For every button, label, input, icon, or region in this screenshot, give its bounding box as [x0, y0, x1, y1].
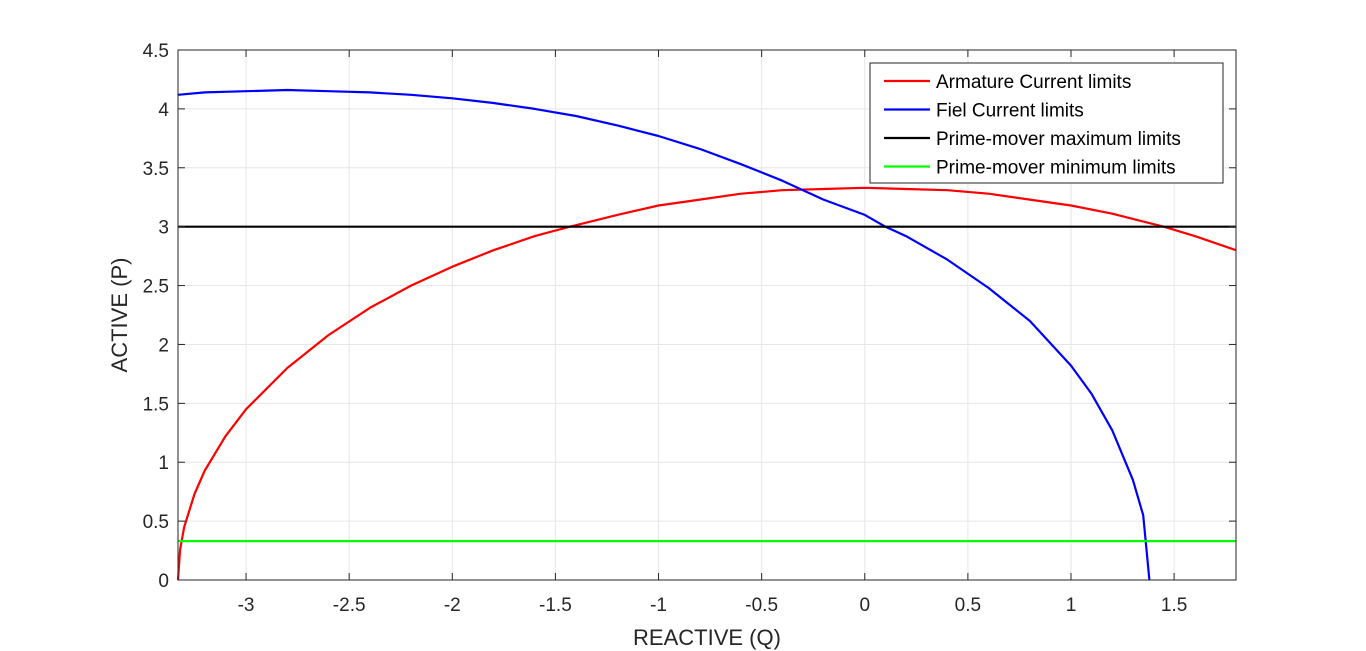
x-axis-title: REACTIVE (Q) [633, 625, 781, 650]
y-axis-title: ACTIVE (P) [107, 258, 132, 373]
legend-label-fiel-current-limits: Fiel Current limits [936, 101, 1084, 122]
y-tick-label: 1.5 [143, 394, 169, 415]
series-line-fiel-current-limits [177, 88, 1151, 581]
x-tick-label: 0 [859, 595, 870, 616]
legend-label-prime-mover-minimum-limits: Prime-mover minimum limits [936, 158, 1176, 179]
y-tick-label: 4.5 [143, 41, 169, 62]
plot-frame [177, 49, 1237, 581]
legend-label-armature-current-limits: Armature Current limits [936, 72, 1131, 93]
x-tick-label: -1 [650, 595, 667, 616]
legend: Armature Current limits Fiel Current limi… [869, 62, 1224, 184]
y-tick-label: 4 [158, 100, 169, 121]
x-tick-label: -3 [238, 595, 255, 616]
ticks: -3 -2.5 -2 -1.5 -1 -0.5 0 0.5 1 1.5 0 0.5 1 1.5 2 2.5 3 3… [143, 41, 1236, 616]
y-tick-label: 0.5 [143, 512, 169, 533]
legend-label-prime-mover-maximum-limits: Prime-mover maximum limits [936, 129, 1181, 150]
x-tick-label: 1.5 [1161, 595, 1187, 616]
y-tick-label: 3.5 [143, 159, 169, 180]
x-tick-label: 1 [1066, 595, 1077, 616]
series-line-armature-current-limits [176, 186, 1237, 581]
x-tick-label: 0.5 [955, 595, 981, 616]
y-tick-label: 3 [158, 218, 169, 239]
x-tick-label: -2.5 [333, 595, 366, 616]
y-tick-label: 1 [158, 453, 169, 474]
y-tick-label: 2 [158, 335, 169, 356]
x-tick-label: -1.5 [539, 595, 572, 616]
y-tick-label: 0 [158, 571, 169, 592]
y-tick-label: 2.5 [143, 277, 169, 298]
legend-box [869, 62, 1224, 184]
series-layer [176, 88, 1237, 581]
x-tick-label: -0.5 [745, 595, 778, 616]
x-tick-label: -2 [444, 595, 461, 616]
